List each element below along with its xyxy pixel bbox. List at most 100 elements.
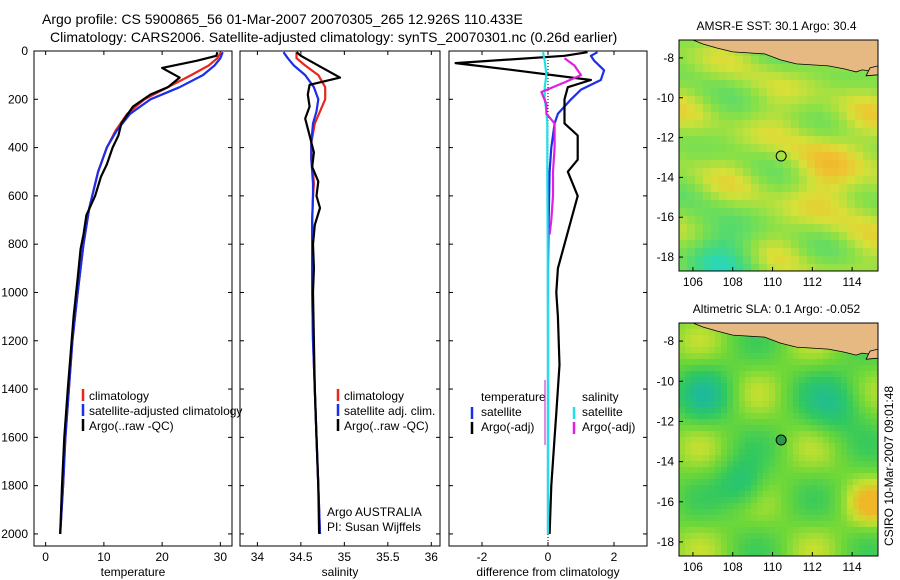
sla_map-cell: [799, 467, 806, 474]
sst_map-cell: [759, 208, 768, 217]
sla_map-cell: [835, 485, 842, 492]
sla_map-cell: [811, 353, 818, 360]
sla_map-cell: [811, 365, 818, 372]
sla_map-cell: [853, 443, 860, 450]
sst_map-cell: [847, 152, 856, 161]
sla_map-cell: [727, 503, 734, 510]
sst_map-cell: [871, 216, 878, 225]
sla_map-cell: [739, 365, 746, 372]
sla_map-cell: [703, 365, 710, 372]
sla_map-cell: [691, 527, 698, 534]
sst_map-cell: [775, 152, 784, 161]
sla_map-cell: [715, 371, 722, 378]
sla_map-cell: [805, 503, 812, 510]
sla_map-cell: [691, 545, 698, 552]
sla_map-cell: [721, 431, 728, 438]
sla_map-cell: [733, 437, 740, 444]
sla_map-cell: [721, 377, 728, 384]
sst_map-cell: [839, 176, 848, 185]
sst_map-cell: [815, 120, 824, 129]
sst_map-cell: [823, 160, 832, 169]
sla_map-cell: [793, 467, 800, 474]
sst_map-cell: [839, 248, 848, 257]
sla_map-cell: [715, 419, 722, 426]
sst_map-cell: [823, 152, 832, 161]
sla_map-cell: [739, 353, 746, 360]
sla_map-cell: [817, 425, 824, 432]
sla_map-cell: [829, 431, 836, 438]
sst_map-cell: [679, 208, 688, 217]
sst_map-cell: [839, 88, 848, 97]
sst_map-cell: [759, 160, 768, 169]
sst_map-cell: [839, 72, 848, 81]
sst_map-cell: [823, 88, 832, 97]
sst_map-cell: [703, 64, 712, 73]
sla_map-cell: [679, 521, 686, 528]
sla_map-cell: [871, 509, 878, 516]
sla_map-cell: [841, 503, 848, 510]
sst_map-cell: [687, 120, 696, 129]
sla_map-cell: [715, 395, 722, 402]
sst_map-cell: [791, 248, 800, 257]
sst_map-cell: [695, 72, 704, 81]
sla_map-cell: [817, 407, 824, 414]
sla_map-cell: [721, 473, 728, 480]
sst_map-cell: [871, 128, 878, 137]
difference-legend-heading: temperature: [481, 390, 546, 404]
sla_map-cell: [865, 401, 872, 408]
sst_map-cell: [751, 64, 760, 73]
sla_map-cell: [799, 545, 806, 552]
sla_map-cell: [697, 437, 704, 444]
sst_map-cell: [839, 136, 848, 145]
sst_map-cell: [831, 264, 840, 271]
sla_map-cell: [727, 341, 734, 348]
sst_map-cell: [711, 264, 720, 271]
sst_map-cell: [863, 152, 872, 161]
sla_map-cell: [853, 533, 860, 540]
sst_map-cell: [727, 192, 736, 201]
sst_map-xtick-label: 114: [843, 275, 862, 289]
sla_map-cell: [691, 449, 698, 456]
sla_map-cell: [727, 407, 734, 414]
sla_map-cell: [859, 353, 866, 360]
sla_map-cell: [715, 467, 722, 474]
sla_map-cell: [871, 389, 878, 396]
sla_map-cell: [763, 365, 770, 372]
sla_map-field: [679, 323, 878, 556]
sla_map-cell: [697, 425, 704, 432]
sla_map-cell: [781, 491, 788, 498]
sst_map-cell: [687, 152, 696, 161]
sla_map-cell: [835, 455, 842, 462]
sla_map-cell: [733, 485, 740, 492]
sst_map-cell: [791, 184, 800, 193]
sla_map-cell: [763, 533, 770, 540]
sla_map-cell: [823, 365, 830, 372]
sla_map-cell: [733, 383, 740, 390]
sla_map-cell: [847, 365, 854, 372]
sla_map-cell: [775, 425, 782, 432]
sla_map-cell: [727, 461, 734, 468]
sst_map-cell: [687, 192, 696, 201]
sst_map-cell: [719, 264, 728, 271]
sla_map-cell: [739, 395, 746, 402]
sst_map-cell: [775, 120, 784, 129]
sla_map-cell: [703, 359, 710, 366]
sla_map-cell: [739, 539, 746, 546]
sst_map-cell: [743, 112, 752, 121]
sst_map-cell: [751, 248, 760, 257]
sla_map-cell: [727, 383, 734, 390]
sst_map-cell: [679, 240, 688, 249]
sla_map-cell: [865, 503, 872, 510]
sst_map-cell: [743, 72, 752, 81]
sla_map-cell: [775, 491, 782, 498]
sla_map-cell: [829, 503, 836, 510]
sla_map-cell: [727, 467, 734, 474]
sla_map-cell: [739, 341, 746, 348]
sst_map-cell: [711, 104, 720, 113]
sst_map-cell: [735, 264, 744, 271]
sst_map-cell: [719, 208, 728, 217]
sla_map-cell: [823, 527, 830, 534]
sst_map-cell: [823, 256, 832, 265]
sla_map-cell: [739, 425, 746, 432]
sst_map-cell: [743, 56, 752, 65]
